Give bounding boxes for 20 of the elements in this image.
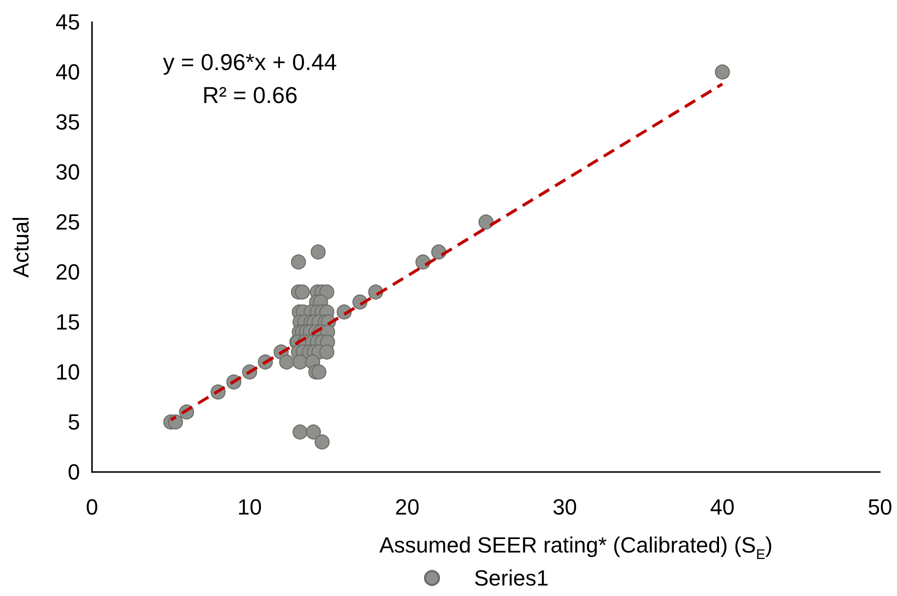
y-tick-label: 10 — [56, 360, 80, 384]
y-tick-label: 30 — [56, 160, 80, 184]
y-axis-title: Actual — [8, 216, 34, 278]
x-tick-label: 0 — [86, 494, 98, 520]
x-tick-label: 50 — [868, 494, 892, 520]
x-tick-label: 10 — [237, 494, 262, 520]
y-tick-label: 25 — [56, 210, 80, 234]
x-tick-label: 20 — [394, 494, 420, 520]
y-tick-label: 40 — [56, 60, 80, 84]
y-tick-label: 15 — [56, 310, 80, 334]
annotation: y = 0.96*x + 0.44 — [163, 49, 338, 75]
x-tick-label: 30 — [552, 494, 578, 520]
y-tick-label: 35 — [56, 110, 80, 134]
x-tick-label: 40 — [710, 494, 735, 520]
y-tick-label: 45 — [56, 10, 80, 34]
annotation: R² = 0.66 — [202, 82, 298, 108]
y-tick-label: 0 — [68, 460, 80, 484]
legend-label: Series1 — [474, 566, 549, 590]
y-tick-label: 20 — [56, 260, 80, 284]
y-tick-label: 5 — [68, 410, 80, 434]
